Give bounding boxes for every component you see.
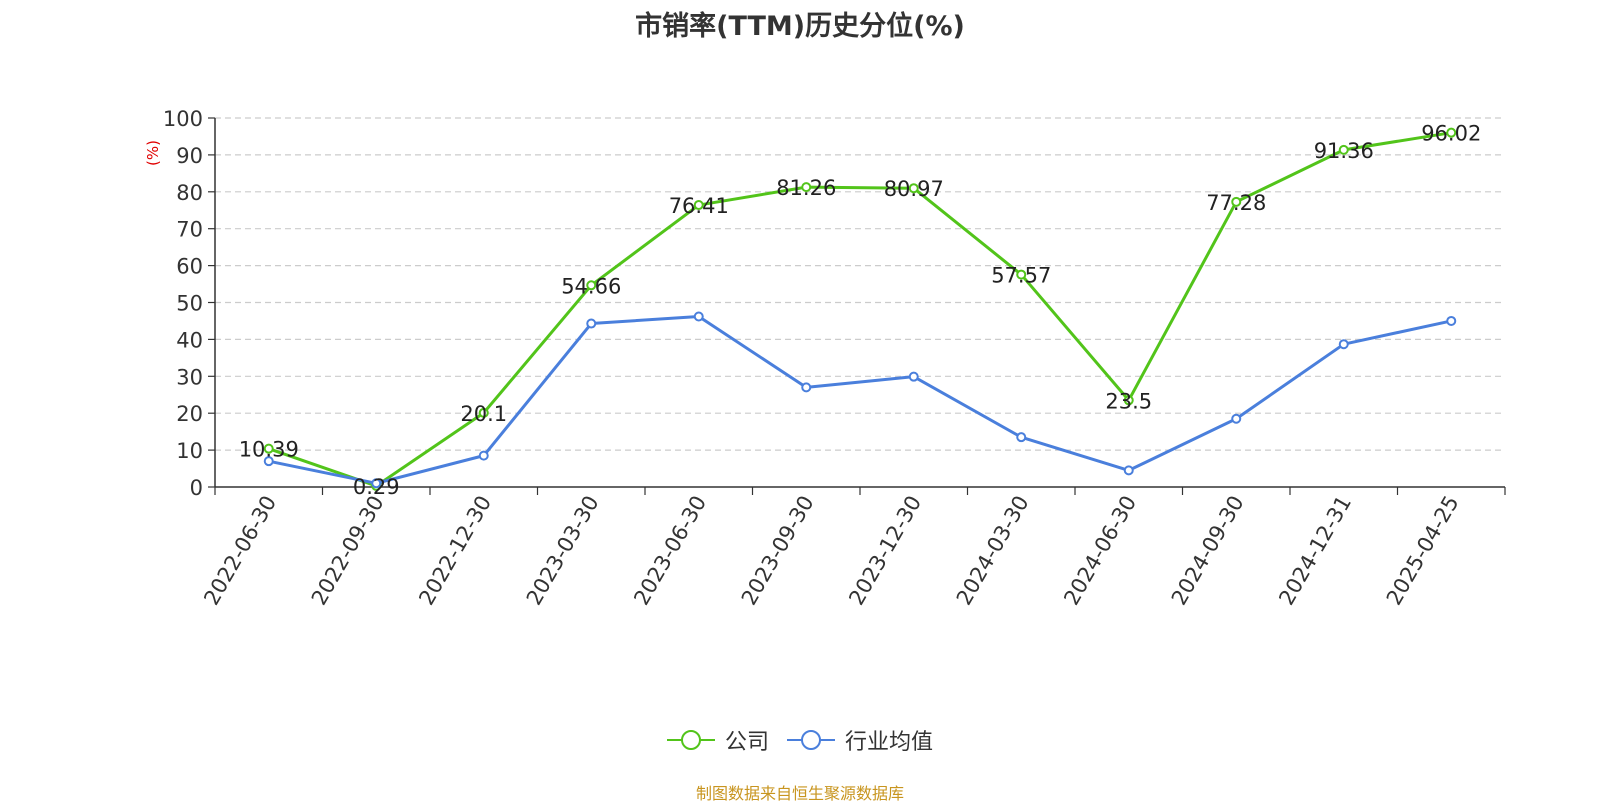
y-axis-label: (%) bbox=[144, 140, 162, 166]
y-tick-label: 50 bbox=[176, 292, 203, 316]
x-tick-label: 2024-09-30 bbox=[1167, 492, 1249, 610]
data-point[interactable] bbox=[1338, 339, 1349, 350]
data-label: 57.57 bbox=[991, 264, 1051, 288]
series-lines bbox=[263, 127, 1457, 491]
x-tick-label: 2024-12-31 bbox=[1274, 492, 1356, 610]
data-label: 54.66 bbox=[561, 274, 621, 298]
legend-label: 行业均值 bbox=[845, 730, 934, 755]
series-line bbox=[268, 315, 1452, 485]
y-tick-label: 0 bbox=[190, 476, 203, 500]
x-tick-label: 2022-06-30 bbox=[199, 492, 281, 610]
x-tick-label: 2022-09-30 bbox=[307, 492, 389, 610]
legend-item[interactable]: 行业均值 bbox=[787, 724, 933, 756]
data-labels: 10.39 0.29 20.1 54.66 76.41 81.26 80.97 57.57 23… bbox=[239, 122, 1482, 499]
legend-marker-icon bbox=[787, 730, 835, 750]
data-point[interactable] bbox=[1016, 269, 1027, 280]
legend-item[interactable]: 公司 bbox=[666, 724, 769, 756]
series-line bbox=[268, 131, 1452, 488]
data-label: 80.97 bbox=[884, 177, 944, 201]
grid-lines bbox=[215, 117, 1505, 451]
x-tick-label: 2024-06-30 bbox=[1059, 492, 1141, 610]
data-point[interactable] bbox=[586, 280, 597, 291]
data-point[interactable] bbox=[1231, 196, 1242, 207]
y-tick-label: 40 bbox=[176, 328, 203, 352]
x-tick-label: 2023-12-30 bbox=[844, 492, 926, 610]
x-tick-label: 2024-03-30 bbox=[952, 492, 1034, 610]
data-point[interactable] bbox=[693, 311, 704, 322]
data-point[interactable] bbox=[801, 382, 812, 393]
data-point[interactable] bbox=[1338, 144, 1349, 155]
x-tick-label: 2023-06-30 bbox=[629, 492, 711, 610]
data-point[interactable] bbox=[1123, 465, 1134, 476]
data-label: 96.02 bbox=[1421, 122, 1481, 146]
data-label: 77.28 bbox=[1206, 191, 1266, 215]
y-tick-label: 30 bbox=[176, 365, 203, 389]
data-label: 20.1 bbox=[460, 402, 507, 426]
data-point[interactable] bbox=[693, 200, 704, 211]
data-point[interactable] bbox=[1123, 395, 1134, 406]
y-tick-label: 10 bbox=[176, 439, 203, 463]
data-point[interactable] bbox=[263, 456, 274, 467]
data-point[interactable] bbox=[1231, 413, 1242, 424]
data-point[interactable] bbox=[801, 182, 812, 193]
data-point[interactable] bbox=[478, 407, 489, 418]
data-point[interactable] bbox=[908, 183, 919, 194]
y-tick-label: 70 bbox=[176, 218, 203, 242]
x-tick-label: 2023-03-30 bbox=[522, 492, 604, 610]
data-label: 81.26 bbox=[776, 176, 836, 200]
data-point[interactable] bbox=[1446, 315, 1457, 326]
source-note: 制图数据来自恒生聚源数据库 bbox=[695, 784, 904, 803]
data-point[interactable] bbox=[263, 443, 274, 454]
x-tick-label: 2023-09-30 bbox=[737, 492, 819, 610]
data-point[interactable] bbox=[908, 371, 919, 382]
y-tick-label: 80 bbox=[176, 181, 203, 205]
chart-title: 市销率(TTM)历史分位(%) bbox=[635, 11, 965, 42]
y-tick-label: 100 bbox=[163, 107, 203, 131]
legend-marker-icon bbox=[666, 730, 715, 750]
y-tick-label: 90 bbox=[176, 144, 203, 168]
data-label: 91.36 bbox=[1314, 139, 1374, 163]
data-label: 0.29 bbox=[353, 475, 400, 499]
data-point[interactable] bbox=[1016, 432, 1027, 443]
x-tick-label: 2022-12-30 bbox=[414, 492, 496, 610]
data-label: 76.41 bbox=[669, 194, 729, 218]
data-label: 10.39 bbox=[239, 438, 299, 462]
data-point[interactable] bbox=[586, 318, 597, 329]
data-point[interactable] bbox=[371, 478, 382, 489]
data-point[interactable] bbox=[478, 450, 489, 461]
x-tick-label: 2025-04-25 bbox=[1382, 492, 1464, 610]
y-tick-label: 60 bbox=[176, 255, 203, 279]
legend-label: 公司 bbox=[724, 730, 769, 755]
data-label: 23.5 bbox=[1105, 389, 1152, 413]
y-tick-label: 20 bbox=[176, 402, 203, 426]
data-point[interactable] bbox=[1446, 127, 1457, 138]
legend: 公司 行业均值 bbox=[0, 724, 1600, 756]
